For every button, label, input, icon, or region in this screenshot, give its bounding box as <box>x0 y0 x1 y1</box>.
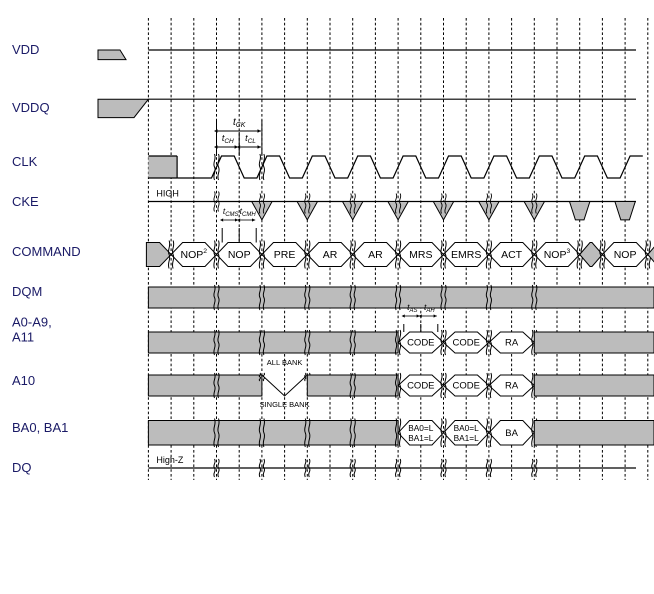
svg-text:AR: AR <box>368 249 383 261</box>
svg-text:BA1=L: BA1=L <box>408 433 434 443</box>
svg-text:ALL BANK: ALL BANK <box>267 358 303 367</box>
svg-text:CODE: CODE <box>407 338 434 349</box>
svg-text:A11: A11 <box>12 330 34 345</box>
svg-text:A0-A9,: A0-A9, <box>12 315 52 330</box>
svg-text:NOP: NOP <box>614 249 637 261</box>
svg-text:MRS: MRS <box>409 249 432 261</box>
svg-text:VDD: VDD <box>12 42 39 57</box>
svg-text:SINGLE BANK: SINGLE BANK <box>260 400 310 409</box>
svg-text:CLK: CLK <box>12 154 38 169</box>
svg-text:CODE: CODE <box>452 381 479 392</box>
svg-text:HIGH: HIGH <box>156 189 179 199</box>
svg-text:BA1=L: BA1=L <box>454 433 480 443</box>
svg-text:BA: BA <box>505 428 518 439</box>
svg-text:PRE: PRE <box>274 249 296 261</box>
svg-text:BA0=L: BA0=L <box>454 423 480 433</box>
svg-text:AR: AR <box>323 249 338 261</box>
svg-text:CKE: CKE <box>12 194 39 209</box>
svg-text:RA: RA <box>505 381 519 392</box>
svg-text:A10: A10 <box>12 373 35 388</box>
svg-text:NOP2: NOP2 <box>181 248 208 261</box>
svg-text:EMRS: EMRS <box>451 249 481 261</box>
svg-text:CODE: CODE <box>407 381 434 392</box>
svg-text:High-Z: High-Z <box>156 455 184 465</box>
svg-text:NOP3: NOP3 <box>544 248 571 261</box>
svg-text:RA: RA <box>505 338 519 349</box>
svg-text:DQ: DQ <box>12 460 32 475</box>
svg-text:ACT: ACT <box>501 249 523 261</box>
svg-text:CODE: CODE <box>452 338 479 349</box>
svg-text:DQM: DQM <box>12 284 42 299</box>
svg-text:BA0, BA1: BA0, BA1 <box>12 420 68 435</box>
svg-text:VDDQ: VDDQ <box>12 100 50 115</box>
svg-text:COMMAND: COMMAND <box>12 244 81 259</box>
svg-text:BA0=L: BA0=L <box>408 423 434 433</box>
svg-text:NOP: NOP <box>228 249 251 261</box>
